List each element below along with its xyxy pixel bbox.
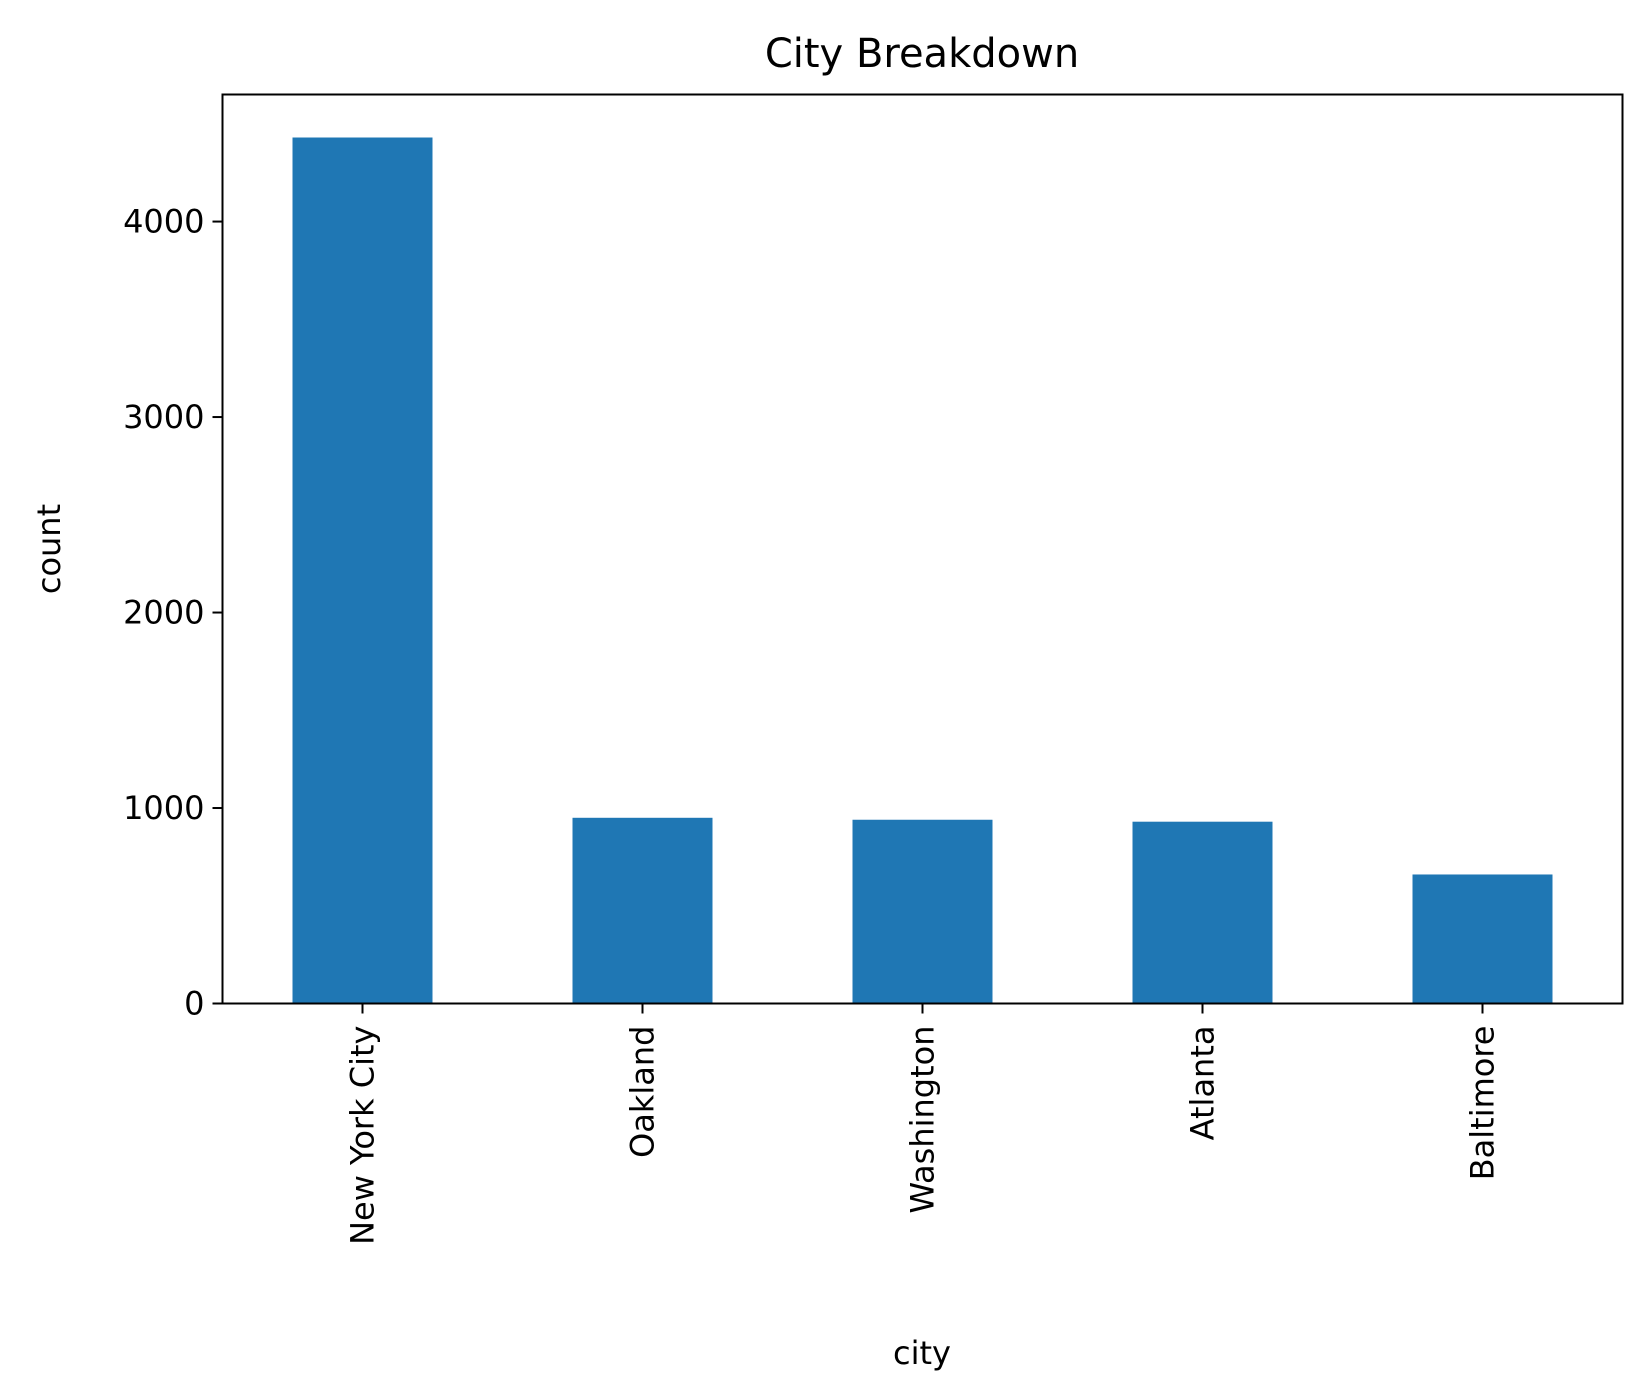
bar-oakland [572,817,713,1004]
bar-atlanta [1132,821,1273,1004]
bars-group [292,137,1553,1004]
x-tick-label-oakland: Oakland [624,1026,662,1158]
x-tick-label-atlanta: Atlanta [1184,1026,1222,1141]
y-tick-label-3000: 3000 [123,398,204,436]
bar-washington [852,819,993,1004]
bar-baltimore [1412,874,1553,1004]
x-tick-label-baltimore: Baltimore [1464,1026,1502,1181]
x-axis-ticks: New York City Oakland Washington Atlanta Bal… [344,1003,1502,1245]
bar-new-york-city [292,137,433,1004]
y-tick-label-4000: 4000 [123,203,204,241]
x-axis-label: city [893,1334,951,1372]
y-tick-label-2000: 2000 [123,594,204,632]
y-tick-label-1000: 1000 [123,789,204,827]
y-tick-label-0: 0 [184,985,204,1023]
y-axis-ticks: 0 1000 2000 3000 4000 [123,203,223,1023]
chart-title: City Breakdown [765,31,1079,77]
y-axis-label: count [30,504,68,594]
x-tick-label-new-york-city: New York City [344,1026,382,1245]
x-tick-label-washington: Washington [904,1026,942,1214]
